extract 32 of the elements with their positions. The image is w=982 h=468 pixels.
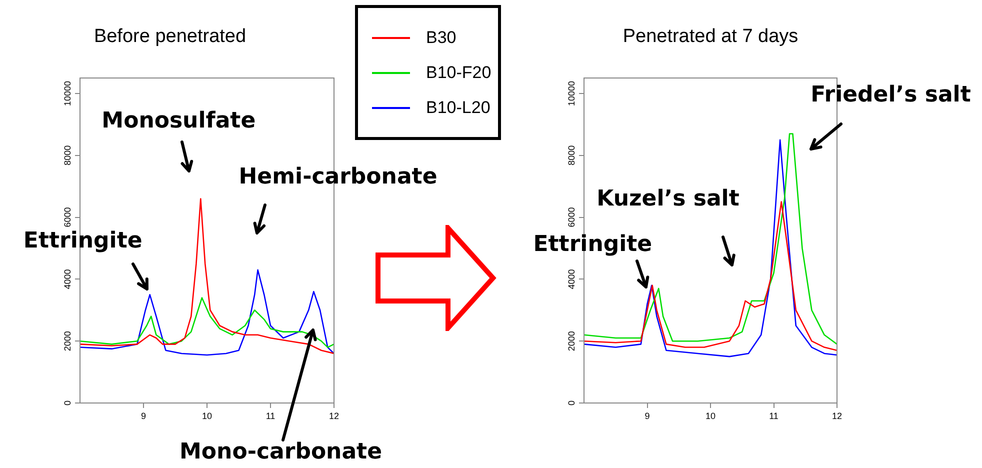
x-tick-label: 11 — [769, 410, 778, 421]
y-tick-label: 4000 — [566, 269, 576, 290]
x-tick-label: 11 — [266, 410, 276, 421]
y-tick-label: 2000 — [566, 331, 576, 352]
annotation: Ettringite — [23, 228, 142, 254]
x-tick-label: 12 — [328, 410, 340, 421]
x-tick-label: 10 — [202, 410, 212, 421]
x-tick-label: 10 — [705, 410, 716, 421]
legend-label: B10-F20 — [426, 62, 492, 82]
annotation: Friedel’s salt — [810, 82, 972, 108]
x-tick-label: 9 — [644, 410, 650, 421]
y-tick-label: 2000 — [62, 331, 72, 352]
legend-label: B10-L20 — [426, 98, 490, 118]
annotation: Hemi-carbonate — [238, 164, 438, 190]
y-tick-label: 6000 — [566, 207, 576, 228]
y-tick-label: 4000 — [62, 269, 72, 290]
y-tick-label: 10000 — [566, 80, 576, 106]
x-tick-label: 9 — [140, 410, 146, 421]
annotation: Kuzel’s salt — [596, 186, 740, 212]
annotation: Mono-carbonate — [180, 440, 382, 465]
y-tick-label: 0 — [62, 400, 72, 406]
annotation: Monosulfate — [102, 108, 256, 134]
legend-label: B30 — [426, 28, 456, 48]
y-tick-label: 0 — [566, 400, 576, 406]
chart-title: Before penetrated — [94, 26, 246, 48]
y-tick-label: 10000 — [62, 80, 72, 106]
y-tick-label: 8000 — [62, 145, 72, 166]
annotation: Ettringite — [533, 232, 652, 258]
x-tick-label: 12 — [832, 410, 842, 421]
chart-title: Penetrated at 7 days — [622, 26, 798, 48]
y-tick-label: 8000 — [566, 145, 576, 166]
y-tick-label: 6000 — [62, 207, 72, 228]
